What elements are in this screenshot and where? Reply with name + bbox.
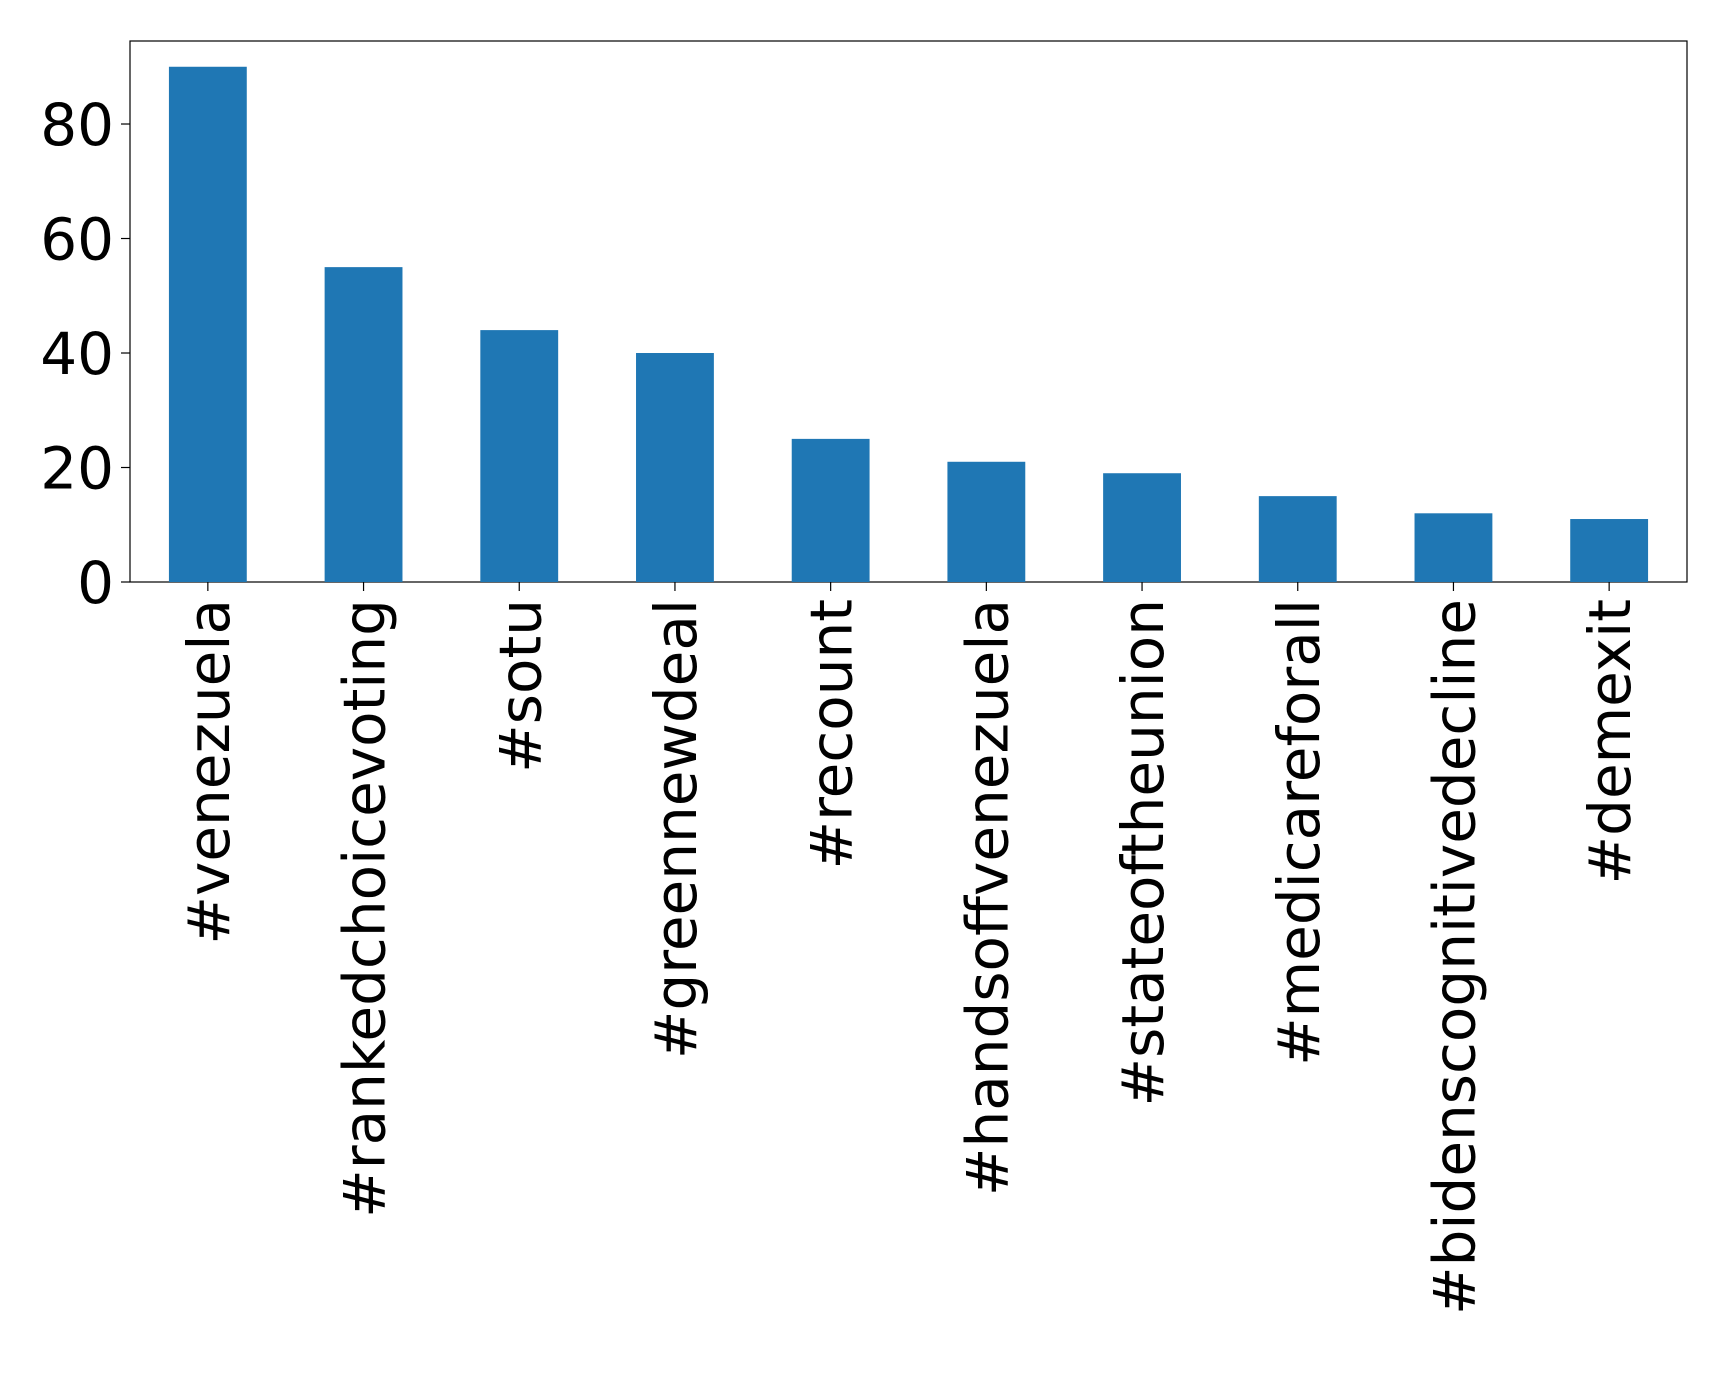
y-tick-label: 0: [77, 549, 114, 617]
bar: [791, 438, 870, 582]
plot-frame: [129, 40, 1688, 583]
bar: [1103, 473, 1181, 582]
x-tick-label: #stateoftheunion: [1109, 599, 1177, 1106]
bar: [1570, 519, 1649, 582]
x-tick-label: #medicareforall: [1265, 599, 1333, 1066]
bar: [480, 330, 559, 582]
bar: [324, 267, 403, 582]
x-tick-label: #sotu: [486, 599, 554, 773]
x-tick-label: #handsoffvenezuela: [953, 599, 1021, 1196]
x-tick-label: #venezuela: [175, 599, 243, 945]
x-tick-label: #bidenscognitivedecline: [1420, 599, 1488, 1315]
bar: [1258, 496, 1337, 582]
bar: [947, 461, 1026, 582]
bar: [1414, 513, 1493, 582]
x-tick-label: #demexit: [1576, 599, 1644, 884]
y-tick-label: 80: [40, 91, 114, 159]
y-tick-label: 20: [40, 435, 114, 503]
bar: [168, 66, 247, 582]
x-tick-label: #greennewdeal: [642, 599, 710, 1059]
x-tick-label: #recount: [798, 599, 866, 870]
y-tick-label: 60: [40, 206, 114, 274]
bar: [636, 353, 714, 582]
x-tick-label: #rankedchoicevoting: [331, 599, 399, 1218]
y-tick-label: 40: [40, 320, 114, 388]
